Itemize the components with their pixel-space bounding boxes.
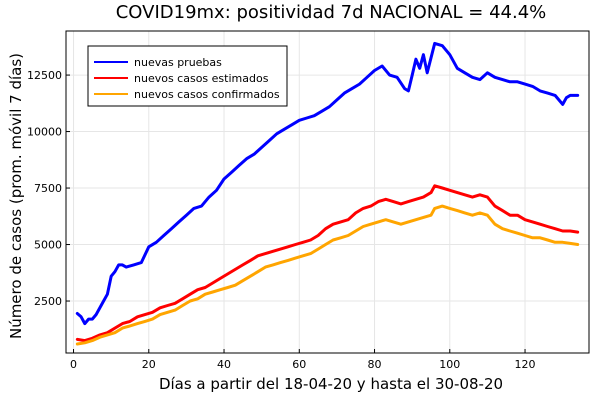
series-line-nuevos-casos-estimados bbox=[75, 184, 580, 343]
legend-label: nuevos casos estimados bbox=[134, 72, 269, 85]
y-tick-label: 10000 bbox=[27, 126, 62, 139]
legend: nuevas pruebas nuevos casos estimados nuev… bbox=[87, 45, 288, 107]
x-tick-label: 80 bbox=[368, 358, 382, 371]
chart-title: COVID19mx: positividad 7d NACIONAL = 44.… bbox=[116, 2, 547, 23]
y-tick-label: 12500 bbox=[27, 69, 62, 82]
x-axis-label: Días a partir del 18-04-20 y hasta el 30… bbox=[159, 375, 503, 393]
series-line-nuevas-pruebas bbox=[75, 41, 580, 326]
legend-label: nuevos casos confirmados bbox=[134, 88, 280, 101]
x-tick-label: 120 bbox=[515, 358, 536, 371]
y-tick-label: 2500 bbox=[34, 295, 62, 308]
legend-box bbox=[87, 45, 288, 107]
y-axis-label: Número de casos (prom. móvil 7 días) bbox=[7, 53, 25, 339]
x-tick-label: 0 bbox=[70, 358, 77, 371]
x-tick-label: 20 bbox=[142, 358, 156, 371]
plot-frame bbox=[65, 30, 590, 354]
legend-label: nuevas pruebas bbox=[134, 56, 222, 69]
series-lines bbox=[75, 41, 580, 346]
y-tick-label: 7500 bbox=[34, 182, 62, 195]
y-tick-label: 5000 bbox=[34, 239, 62, 252]
series-line-nuevos-casos-confirmados bbox=[75, 204, 580, 346]
y-axis-ticks: 2500 5000 7500 10000 12500 bbox=[27, 69, 70, 308]
x-tick-label: 60 bbox=[292, 358, 306, 371]
x-tick-label: 100 bbox=[439, 358, 460, 371]
x-axis-ticks: 0 20 40 60 80 100 120 bbox=[70, 349, 536, 371]
x-tick-label: 40 bbox=[217, 358, 231, 371]
